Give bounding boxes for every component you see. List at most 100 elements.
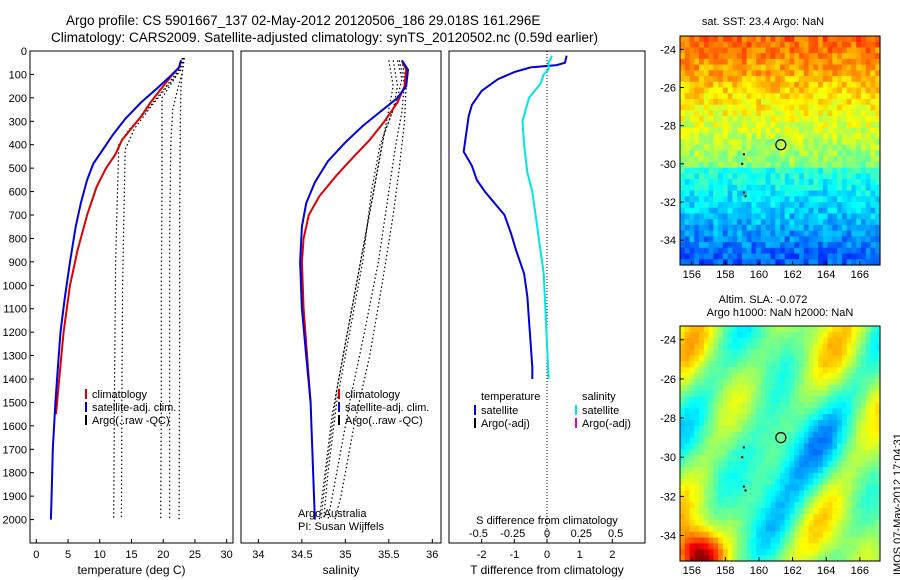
map-cell xyxy=(784,349,791,356)
map-cell xyxy=(875,519,881,527)
map-cell xyxy=(708,378,714,386)
map-cell xyxy=(775,443,781,450)
map-cell xyxy=(851,167,857,174)
map-cell xyxy=(846,390,853,398)
map-cell xyxy=(680,173,686,180)
map-sla xyxy=(680,326,881,562)
map-cell xyxy=(799,81,805,89)
map-cell xyxy=(799,150,805,157)
map-cell xyxy=(718,259,724,266)
map-cell xyxy=(856,425,862,433)
map-cell xyxy=(718,472,724,480)
map-cell xyxy=(713,496,719,503)
map-cell xyxy=(856,236,862,243)
map-cell xyxy=(746,361,753,368)
map-cell xyxy=(875,537,881,544)
map-cell xyxy=(737,36,743,43)
map-cell xyxy=(708,508,714,515)
map-cell xyxy=(818,196,824,203)
map-cell xyxy=(784,555,791,562)
map-cell xyxy=(865,70,872,77)
map-cell xyxy=(794,484,800,492)
map-cell xyxy=(870,478,876,486)
map-cell xyxy=(680,81,686,89)
map-cell xyxy=(765,361,772,368)
map-cell xyxy=(713,127,719,134)
map-cell xyxy=(818,184,824,192)
map-cell xyxy=(684,179,691,186)
map-cell xyxy=(689,76,695,83)
map-cell xyxy=(751,127,757,134)
map-cell xyxy=(684,467,691,474)
map-cell xyxy=(708,331,714,339)
map-cell xyxy=(856,443,862,450)
map-cell xyxy=(718,425,724,433)
map-cell xyxy=(832,443,838,450)
map-cell xyxy=(732,361,738,368)
map-cell xyxy=(718,213,724,220)
map-cell xyxy=(841,47,848,54)
map-cell xyxy=(684,242,691,249)
map-cell xyxy=(689,502,695,509)
map-cell xyxy=(713,190,719,197)
map-cell xyxy=(818,467,824,474)
map-cell xyxy=(727,173,733,180)
map-cell xyxy=(689,396,695,403)
map-cell xyxy=(808,355,814,362)
map-cell xyxy=(708,161,714,169)
map-cell xyxy=(827,196,833,203)
map-cell xyxy=(808,519,814,527)
map-cell xyxy=(694,537,700,544)
map-cell xyxy=(713,490,719,497)
map-cell xyxy=(799,390,805,398)
map-cell xyxy=(832,36,838,43)
map-cell xyxy=(846,490,853,497)
map-cell xyxy=(841,110,848,117)
map-cell xyxy=(832,478,838,486)
map-cell xyxy=(822,490,829,497)
map-cell xyxy=(808,230,814,237)
map-cell xyxy=(794,144,800,152)
map-cell xyxy=(680,449,686,456)
figure-header-line2: Climatology: CARS2009. Satellite-adjuste… xyxy=(51,30,599,45)
map-cell xyxy=(789,93,795,100)
map-cell xyxy=(784,127,791,134)
map-cell xyxy=(703,467,710,474)
map-cell xyxy=(751,478,757,486)
map-cell xyxy=(832,349,838,356)
map-cell xyxy=(827,337,833,345)
map-cell xyxy=(741,467,748,474)
map-cell xyxy=(808,402,814,409)
map-cell xyxy=(860,326,867,333)
map-cell xyxy=(784,467,791,474)
map-cell xyxy=(760,378,767,386)
map-cell xyxy=(722,431,729,439)
map-cell xyxy=(770,230,776,237)
map-cell xyxy=(765,47,772,54)
map-cell xyxy=(813,139,819,146)
map-cell xyxy=(770,519,776,527)
map-cell xyxy=(699,207,705,215)
map-cell xyxy=(784,343,791,351)
map-cell xyxy=(789,514,795,521)
map-cell xyxy=(746,184,753,192)
map-cell xyxy=(856,555,862,562)
map-cell xyxy=(713,104,719,112)
map-cell xyxy=(727,98,733,106)
map-cell xyxy=(818,514,824,521)
map-cell xyxy=(789,41,795,49)
map-cell xyxy=(722,207,729,215)
map-cell xyxy=(846,242,853,249)
map-cell xyxy=(689,81,695,89)
map-cell xyxy=(784,543,791,550)
map-cell xyxy=(713,467,719,474)
map-cell xyxy=(794,87,800,94)
map-cell xyxy=(699,196,705,203)
map-cell xyxy=(780,461,786,468)
map-cell xyxy=(860,437,867,445)
map-cell xyxy=(703,98,710,106)
map-cell xyxy=(751,110,757,117)
map-cell xyxy=(875,437,881,445)
map-cell xyxy=(746,47,753,54)
map-cell xyxy=(808,213,814,220)
